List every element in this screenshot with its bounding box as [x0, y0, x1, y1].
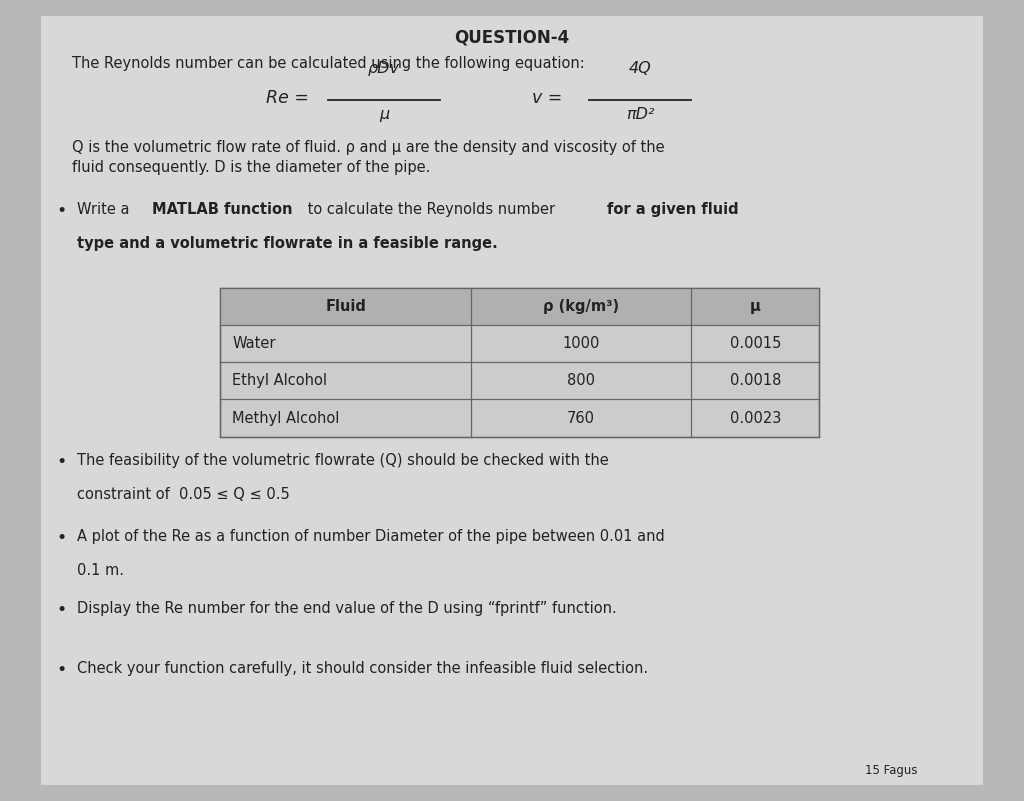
Text: Ethyl Alcohol: Ethyl Alcohol: [232, 373, 328, 388]
Text: 0.0023: 0.0023: [729, 411, 781, 425]
Text: type and a volumetric flowrate in a feasible range.: type and a volumetric flowrate in a feas…: [77, 236, 498, 252]
Text: Fluid: Fluid: [326, 300, 366, 314]
Text: to calculate the Reynolds number: to calculate the Reynolds number: [303, 202, 560, 217]
Text: 0.0018: 0.0018: [729, 373, 781, 388]
Text: μ: μ: [750, 300, 761, 314]
Text: QUESTION-4: QUESTION-4: [455, 28, 569, 46]
Text: 0.0015: 0.0015: [729, 336, 781, 352]
Text: The feasibility of the volumetric flowrate (Q) should be checked with the: The feasibility of the volumetric flowra…: [77, 453, 608, 468]
Text: 800: 800: [567, 373, 595, 388]
Text: v =: v =: [532, 89, 563, 107]
Text: μ: μ: [379, 107, 389, 122]
Text: The Reynolds number can be calculated using the following equation:: The Reynolds number can be calculated us…: [72, 56, 585, 71]
Text: •: •: [56, 661, 67, 678]
Text: 15 Fagus: 15 Fagus: [865, 764, 918, 777]
Text: Re =: Re =: [266, 89, 309, 107]
Text: A plot of the Re as a function of number Diameter of the pipe between 0.01 and: A plot of the Re as a function of number…: [77, 529, 665, 544]
Text: fluid consequently. D is the diameter of the pipe.: fluid consequently. D is the diameter of…: [72, 160, 430, 175]
Bar: [220, 288, 819, 325]
Text: •: •: [56, 601, 67, 618]
Text: Check your function carefully, it should consider the infeasible fluid selection: Check your function carefully, it should…: [77, 661, 648, 676]
Text: constraint of  0.05 ≤ Q ≤ 0.5: constraint of 0.05 ≤ Q ≤ 0.5: [77, 487, 290, 502]
Bar: [220, 288, 819, 437]
Text: ρ (kg/m³): ρ (kg/m³): [543, 300, 620, 314]
Text: 760: 760: [567, 411, 595, 425]
Text: ρDv: ρDv: [368, 61, 400, 76]
Text: Write a: Write a: [77, 202, 134, 217]
Text: 1000: 1000: [562, 336, 600, 352]
Text: Water: Water: [232, 336, 275, 352]
Text: •: •: [56, 529, 67, 546]
Text: •: •: [56, 453, 67, 470]
Text: πD²: πD²: [626, 107, 654, 122]
Text: MATLAB function: MATLAB function: [152, 202, 292, 217]
Text: 4Q: 4Q: [629, 61, 651, 76]
Text: Q is the volumetric flow rate of fluid. ρ and μ are the density and viscosity of: Q is the volumetric flow rate of fluid. …: [72, 140, 665, 155]
Text: 0.1 m.: 0.1 m.: [77, 563, 124, 578]
Text: •: •: [56, 202, 67, 219]
Text: Methyl Alcohol: Methyl Alcohol: [232, 411, 340, 425]
Text: Display the Re number for the end value of the D using “fprintf” function.: Display the Re number for the end value …: [77, 601, 616, 616]
Text: for a given fluid: for a given fluid: [607, 202, 739, 217]
